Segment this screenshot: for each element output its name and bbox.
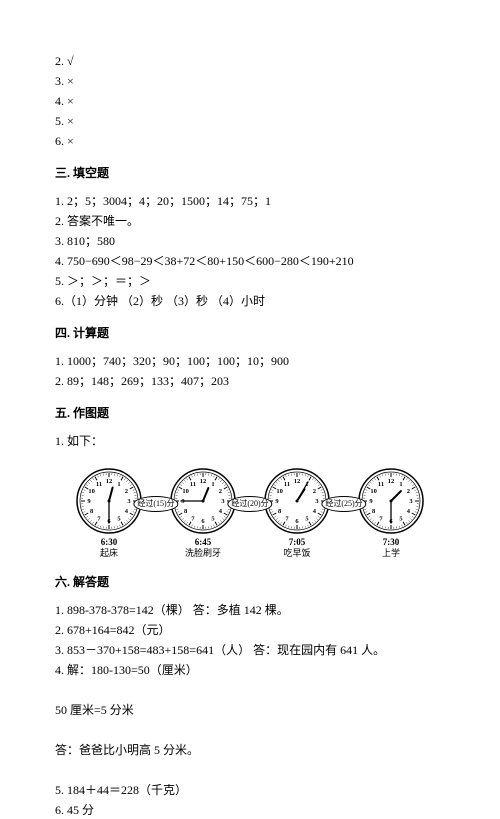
svg-text:12: 12 <box>200 478 207 485</box>
section-4-body: 1. 1000；740；320；90；100；100；10；900 2. 89；1… <box>55 352 445 390</box>
sec6-line: 1. 898-378-378=142（棵） 答：多植 142 棵。 <box>55 601 445 619</box>
top-answer-line: 2. √ <box>55 52 445 70</box>
connector-label: 经过(20)分 <box>227 496 272 512</box>
svg-text:10: 10 <box>276 488 283 495</box>
clock-unit: 1234567891011127:30上学 <box>358 468 424 559</box>
sec6-line: 答：爸爸比小明高 5 分米。 <box>55 741 445 759</box>
svg-text:12: 12 <box>388 478 395 485</box>
clock-icon: 123456789101112 <box>264 468 330 534</box>
connector: 经过(20)分 <box>236 499 264 509</box>
sec6-line: 2. 678+164=842（元） <box>55 621 445 639</box>
clock-unit: 1234567891011126:45洗脸刷牙 <box>170 468 236 559</box>
section-6-body: 1. 898-378-378=142（棵） 答：多植 142 棵。 2. 678+… <box>55 601 445 819</box>
sec3-line: 4. 750−690＜98−29＜38+72＜80+150＜600−280＜19… <box>55 252 445 270</box>
svg-text:2: 2 <box>313 488 316 495</box>
connector-label: 经过(25)分 <box>321 496 366 512</box>
clock-caption: 6:30起床 <box>100 537 118 559</box>
sec3-line: 6.（1）分钟 （2）秒 （3）秒 （4）小时 <box>55 292 445 310</box>
svg-text:11: 11 <box>378 481 384 488</box>
sec6-line: 3. 853－370+158=483+158=641（人） 答：现在园内有 64… <box>55 641 445 659</box>
svg-text:12: 12 <box>294 478 301 485</box>
svg-text:11: 11 <box>96 481 102 488</box>
svg-text:2: 2 <box>407 488 410 495</box>
section-5-lead: 1. 如下： <box>55 432 445 450</box>
top-answer-line: 5. × <box>55 112 445 130</box>
clock-caption: 6:45洗脸刷牙 <box>185 537 221 559</box>
sec6-line: 5. 184＋44＝228（千克） <box>55 781 445 799</box>
top-answers-block: 2. √ 3. × 4. × 5. × 6. × <box>55 52 445 150</box>
section-3-body: 1. 2；5；3004；4；20；1500；14；75；1 2. 答案不唯一。 3.… <box>55 192 445 310</box>
svg-text:12: 12 <box>106 478 113 485</box>
sec4-line: 2. 89；148；269；133；407；203 <box>55 372 445 390</box>
clock-unit: 1234567891011126:30起床 <box>76 468 142 559</box>
section-6-title: 六. 解答题 <box>55 573 445 591</box>
clock-icon: 123456789101112 <box>76 468 142 534</box>
svg-text:1: 1 <box>399 481 402 488</box>
sec3-line: 3. 810；580 <box>55 232 445 250</box>
sec4-line: 1. 1000；740；320；90；100；100；10；900 <box>55 352 445 370</box>
clock-caption: 7:05吃早饭 <box>283 537 310 559</box>
svg-text:2: 2 <box>125 488 128 495</box>
clocks-row: 1234567891011126:30起床经过(15)分123456789101… <box>55 468 445 559</box>
clock-caption: 7:30上学 <box>382 537 400 559</box>
sec3-line: 2. 答案不唯一。 <box>55 212 445 230</box>
section-3-title: 三. 填空题 <box>55 164 445 182</box>
connector-label: 经过(15)分 <box>133 496 178 512</box>
svg-text:11: 11 <box>190 481 196 488</box>
clock-unit: 1234567891011127:05吃早饭 <box>264 468 330 559</box>
connector: 经过(25)分 <box>330 499 358 509</box>
svg-text:10: 10 <box>88 488 95 495</box>
sec3-line: 1. 2；5；3004；4；20；1500；14；75；1 <box>55 192 445 210</box>
sec3-line: 5. ＞；＞；＝；＞ <box>55 272 445 290</box>
section-4-title: 四. 计算题 <box>55 324 445 342</box>
clock-icon: 123456789101112 <box>170 468 236 534</box>
svg-text:1: 1 <box>211 481 214 488</box>
sec6-line <box>55 761 445 779</box>
top-answer-line: 6. × <box>55 132 445 150</box>
top-answer-line: 4. × <box>55 92 445 110</box>
top-answer-line: 3. × <box>55 72 445 90</box>
svg-text:11: 11 <box>284 481 290 488</box>
sec6-line <box>55 721 445 739</box>
sec6-line: 50 厘米=5 分米 <box>55 701 445 719</box>
connector: 经过(15)分 <box>142 499 170 509</box>
svg-text:10: 10 <box>370 488 377 495</box>
sec6-line: 4. 解：180-130=50（厘米） <box>55 661 445 679</box>
clock-icon: 123456789101112 <box>358 468 424 534</box>
sec6-line <box>55 681 445 699</box>
sec6-line: 6. 45 分 <box>55 801 445 819</box>
section-5-title: 五. 作图题 <box>55 404 445 422</box>
svg-text:10: 10 <box>182 488 189 495</box>
svg-text:2: 2 <box>219 488 222 495</box>
svg-text:1: 1 <box>117 481 120 488</box>
